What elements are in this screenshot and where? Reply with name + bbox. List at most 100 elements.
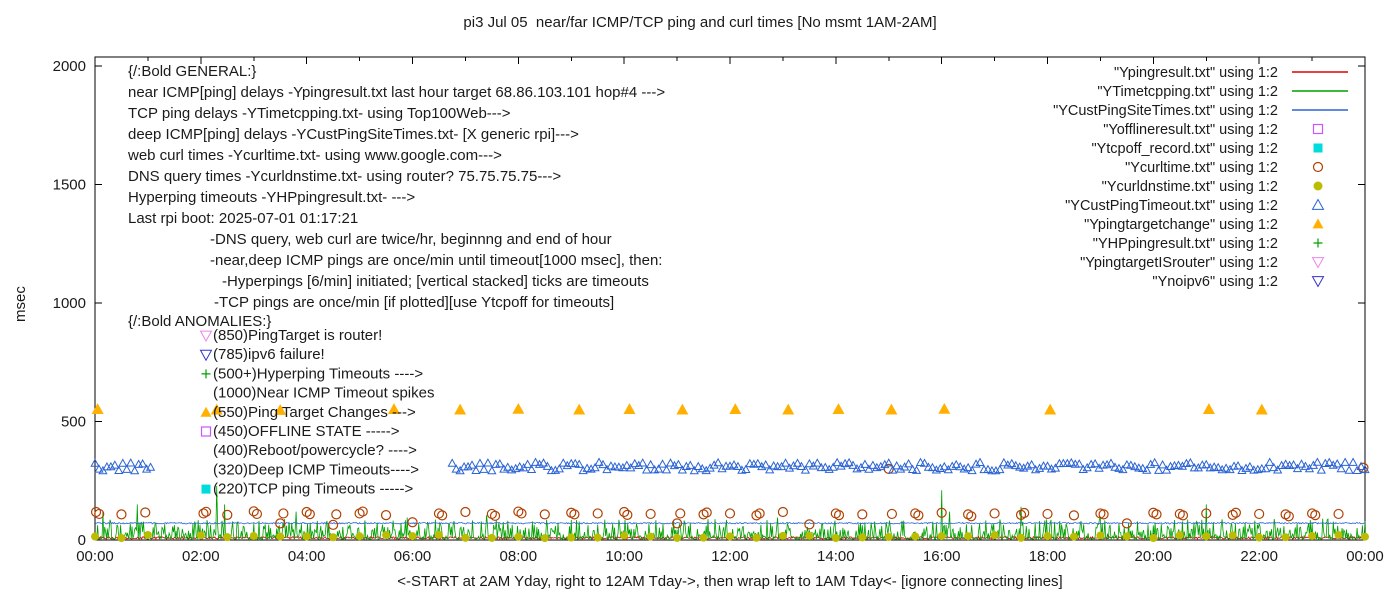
- point-YCustPingTimeout: [860, 459, 870, 468]
- point-YCustPingTimeout: [1007, 458, 1017, 468]
- point-Ycurldnstime: [249, 532, 258, 541]
- y-tick-label: 2000: [53, 58, 86, 75]
- point-Ycurltime: [201, 506, 212, 517]
- point-Ycurltime: [1254, 508, 1265, 520]
- point-Ycurldnstime: [382, 531, 391, 540]
- point-Ycurltime: [301, 506, 312, 518]
- series-Ycurltime: [90, 462, 1369, 530]
- point-Ypingtargetchange: [885, 403, 898, 415]
- general-heading: {/:Bold GENERAL:}: [128, 63, 256, 80]
- point-Ycurltime: [354, 508, 365, 519]
- general-line: DNS query times -Ycurldnstime.txt- using…: [128, 168, 561, 185]
- point-YCustPingTimeout: [110, 460, 120, 469]
- point-Ycurltime: [116, 509, 127, 520]
- point-YCustPingTimeout: [578, 465, 588, 475]
- point-YCustPingTimeout: [729, 460, 739, 469]
- point-YCustPingTimeout: [1118, 464, 1128, 474]
- point-YCustPingTimeout: [495, 458, 505, 468]
- point-YCustPingTimeout: [1332, 459, 1342, 468]
- point-YCustPingTimeout: [1300, 461, 1311, 470]
- point-YCustPingTimeout: [542, 461, 553, 470]
- point-YCustPingTimeout: [967, 465, 977, 475]
- point-Ycurltime: [1015, 509, 1027, 520]
- point-YCustPingTimeout: [713, 457, 723, 467]
- point-YCustPingTimeout: [947, 461, 957, 470]
- anomalies-annotations: {/:Bold ANOMALIES:}(850)PingTarget is ro…: [128, 313, 434, 498]
- legend-label: "YpingtargetISrouter" using 1:2: [1080, 255, 1278, 271]
- anomaly-line: (400)Reboot/powercycle? ---->: [213, 442, 417, 459]
- point-YCustPingTimeout: [590, 462, 600, 472]
- point-Ypingtargetchange: [1044, 403, 1057, 415]
- point-YCustPingTimeout: [538, 458, 549, 467]
- legend-label: "YCustPingSiteTimes.txt" using 1:2: [1053, 103, 1278, 119]
- point-YCustPingTimeout: [951, 459, 961, 469]
- point-Ycurldnstime: [355, 532, 364, 541]
- point-YCustPingTimeout: [709, 460, 719, 469]
- point-YCustPingTimeout: [836, 461, 846, 470]
- point-YCustPingTimeout: [907, 464, 918, 473]
- point-YCustPingTimeout: [733, 461, 743, 471]
- point-YCustPingTimeout: [1261, 463, 1271, 473]
- point-YCustPingTimeout: [515, 461, 525, 471]
- point-YCustPingTimeout: [1066, 457, 1076, 467]
- point-YCustPingTimeout: [955, 461, 965, 471]
- general-line: TCP ping delays -YTimetcpping.txt- using…: [128, 105, 511, 122]
- point-YCustPingTimeout: [903, 459, 914, 468]
- point-Ycurldnstime: [699, 533, 708, 542]
- point-YCustPingTimeout: [888, 465, 898, 474]
- point-YCustPingTimeout: [1296, 459, 1307, 468]
- point-YCustPingTimeout: [475, 458, 485, 467]
- point-Ycurltime: [380, 510, 392, 521]
- point-Ycurltime: [1283, 511, 1294, 522]
- point-YCustPingTimeout: [1106, 458, 1116, 467]
- point-YCustPingTimeout: [1019, 463, 1029, 472]
- point-Ycurltime: [936, 507, 947, 518]
- anomaly-line: (1000)Near ICMP Timeout spikes: [213, 385, 434, 402]
- point-YCustPingTimeout: [689, 465, 699, 475]
- point-YCustPingTimeout: [1185, 457, 1196, 467]
- point-YCustPingTimeout: [550, 465, 561, 474]
- point-YCustPingTimeout: [1193, 462, 1203, 472]
- point-Ycurltime: [886, 508, 898, 520]
- point-Ycurltime: [1098, 509, 1109, 520]
- point-YCustPingTimeout: [816, 462, 826, 472]
- point-YCustPingTimeout: [499, 464, 509, 473]
- point-YCustPingTimeout: [546, 465, 557, 475]
- point-Ycurltime: [539, 509, 550, 520]
- x-tick-label: 18:00: [1029, 548, 1067, 565]
- point-Ycurldnstime: [620, 531, 629, 540]
- point-YCustPingTimeout: [451, 464, 461, 473]
- anomaly-line: (450)OFFLINE STATE ----->: [213, 423, 400, 440]
- point-YCustPingTimeout: [645, 459, 656, 469]
- point-YCustPingTimeout: [1042, 461, 1053, 470]
- point-Ypingtargetchange: [623, 403, 636, 414]
- point-YCustPingTimeout: [1213, 462, 1223, 472]
- point-YCustPingTimeout: [788, 460, 799, 470]
- point-Ycurldnstime: [884, 532, 893, 541]
- point-YCustPingTimeout: [653, 464, 664, 473]
- point-YCustPingTimeout: [130, 465, 140, 475]
- point-YCustPingTimeout: [467, 460, 477, 469]
- point-Ycurldnstime: [1308, 532, 1317, 541]
- point-YCustPingTimeout: [832, 457, 842, 467]
- point-Ycurldnstime: [276, 532, 285, 541]
- point-Ycurldnstime: [964, 532, 973, 541]
- point-YCustPingTimeout: [90, 458, 100, 467]
- point-Ycurltime: [804, 519, 815, 530]
- point-Ycurltime: [754, 508, 765, 519]
- point-YCustPingTimeout: [1344, 465, 1354, 474]
- point-YCustPingTimeout: [606, 461, 616, 470]
- point-YCustPingTimeout: [717, 463, 727, 473]
- point-Ycurldnstime: [1228, 531, 1237, 540]
- point-Ycurldnstime: [778, 531, 787, 540]
- point-Ycurltime: [1177, 510, 1189, 521]
- point-Ycurltime: [275, 518, 286, 529]
- point-Ycurldnstime: [752, 533, 761, 542]
- point-Ycurldnstime: [461, 533, 470, 542]
- point-YCustPingTimeout: [622, 460, 632, 469]
- anomaly-marker: [201, 369, 211, 379]
- point-Ycurldnstime: [1122, 532, 1131, 541]
- anomaly-line: (500+)Hyperping Timeouts ---->: [213, 365, 423, 382]
- point-Ycurltime: [751, 510, 762, 521]
- point-YCustPingTimeout: [1078, 464, 1088, 473]
